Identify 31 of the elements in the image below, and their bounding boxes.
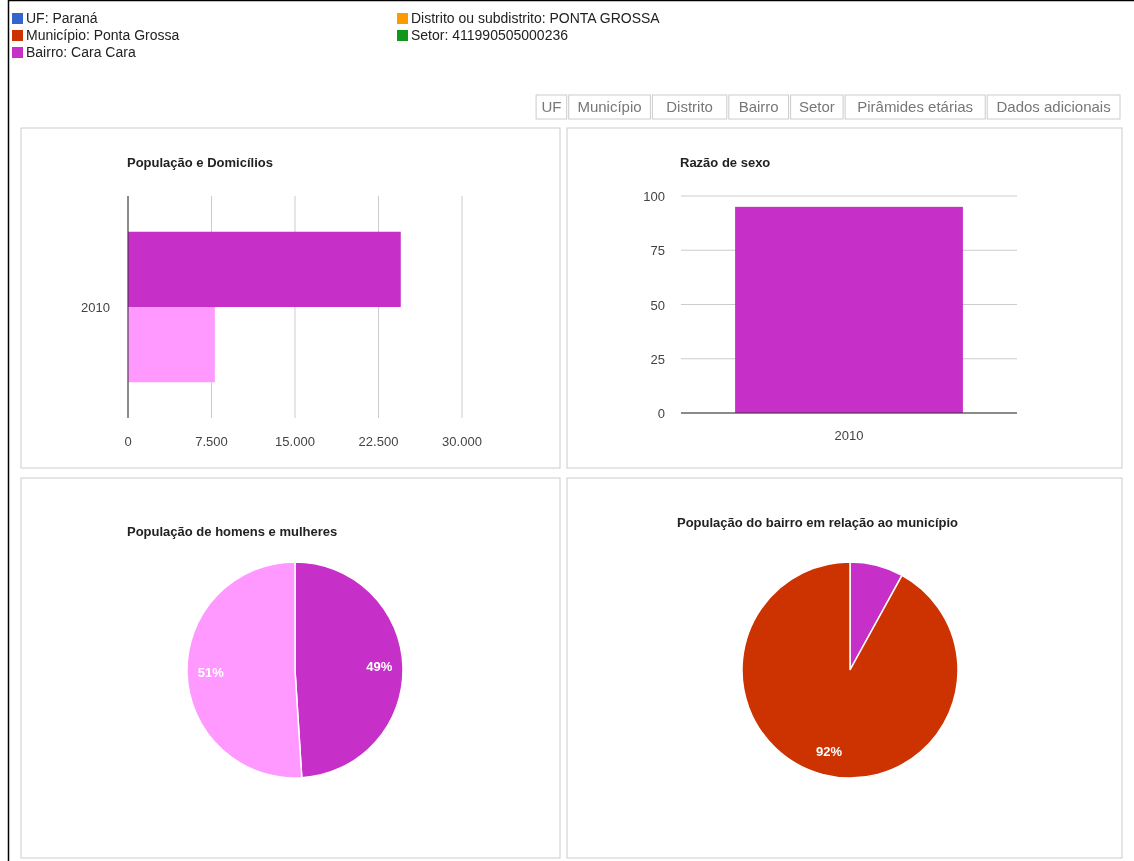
y-tick-label: 25 [650, 351, 665, 367]
tab-button: Distrito [651, 94, 728, 120]
tab-button: Bairro [728, 94, 790, 120]
tab-button: UF [535, 94, 568, 120]
chart-title: População de homens e mulheres [127, 524, 338, 539]
pie-slice [741, 561, 959, 779]
x-tick-label: 15.000 [275, 434, 315, 449]
x-tick-label: 22.500 [358, 434, 399, 449]
text: Setor: 411990505000236 [411, 27, 569, 43]
tab-button: Município [568, 94, 651, 120]
chart-title: Razão de sexo [680, 155, 771, 170]
y-tick-label: 100 [643, 189, 665, 204]
tab-button: Setor [790, 94, 844, 120]
data-label: 49% [366, 659, 393, 675]
y-tick-label: 0 [657, 406, 665, 421]
text: UF: Paraná [26, 10, 98, 26]
y-tick-label: 50 [650, 297, 665, 313]
text: Município: Ponta Grossa [26, 27, 180, 43]
tab-button: Pirâmides etárias [844, 94, 986, 120]
x-tick-label: 30.000 [442, 434, 482, 449]
x-tick-label: 7.500 [195, 434, 228, 449]
x-tick-label: 2010 [834, 428, 864, 443]
tab-button: Dados adicionais [986, 94, 1121, 120]
data-label: 51% [197, 664, 225, 680]
text: Distrito ou subdistrito: PONTA GROSSA [411, 10, 661, 26]
chart-title: População e Domicílios [127, 155, 273, 170]
x-tick-label: 0 [124, 434, 132, 449]
chart-title: População do bairro em relação ao município [677, 515, 959, 530]
text: Bairro: Cara Cara [26, 44, 136, 60]
data-label: 92% [816, 743, 843, 759]
y-tick-label: 75 [650, 243, 665, 259]
